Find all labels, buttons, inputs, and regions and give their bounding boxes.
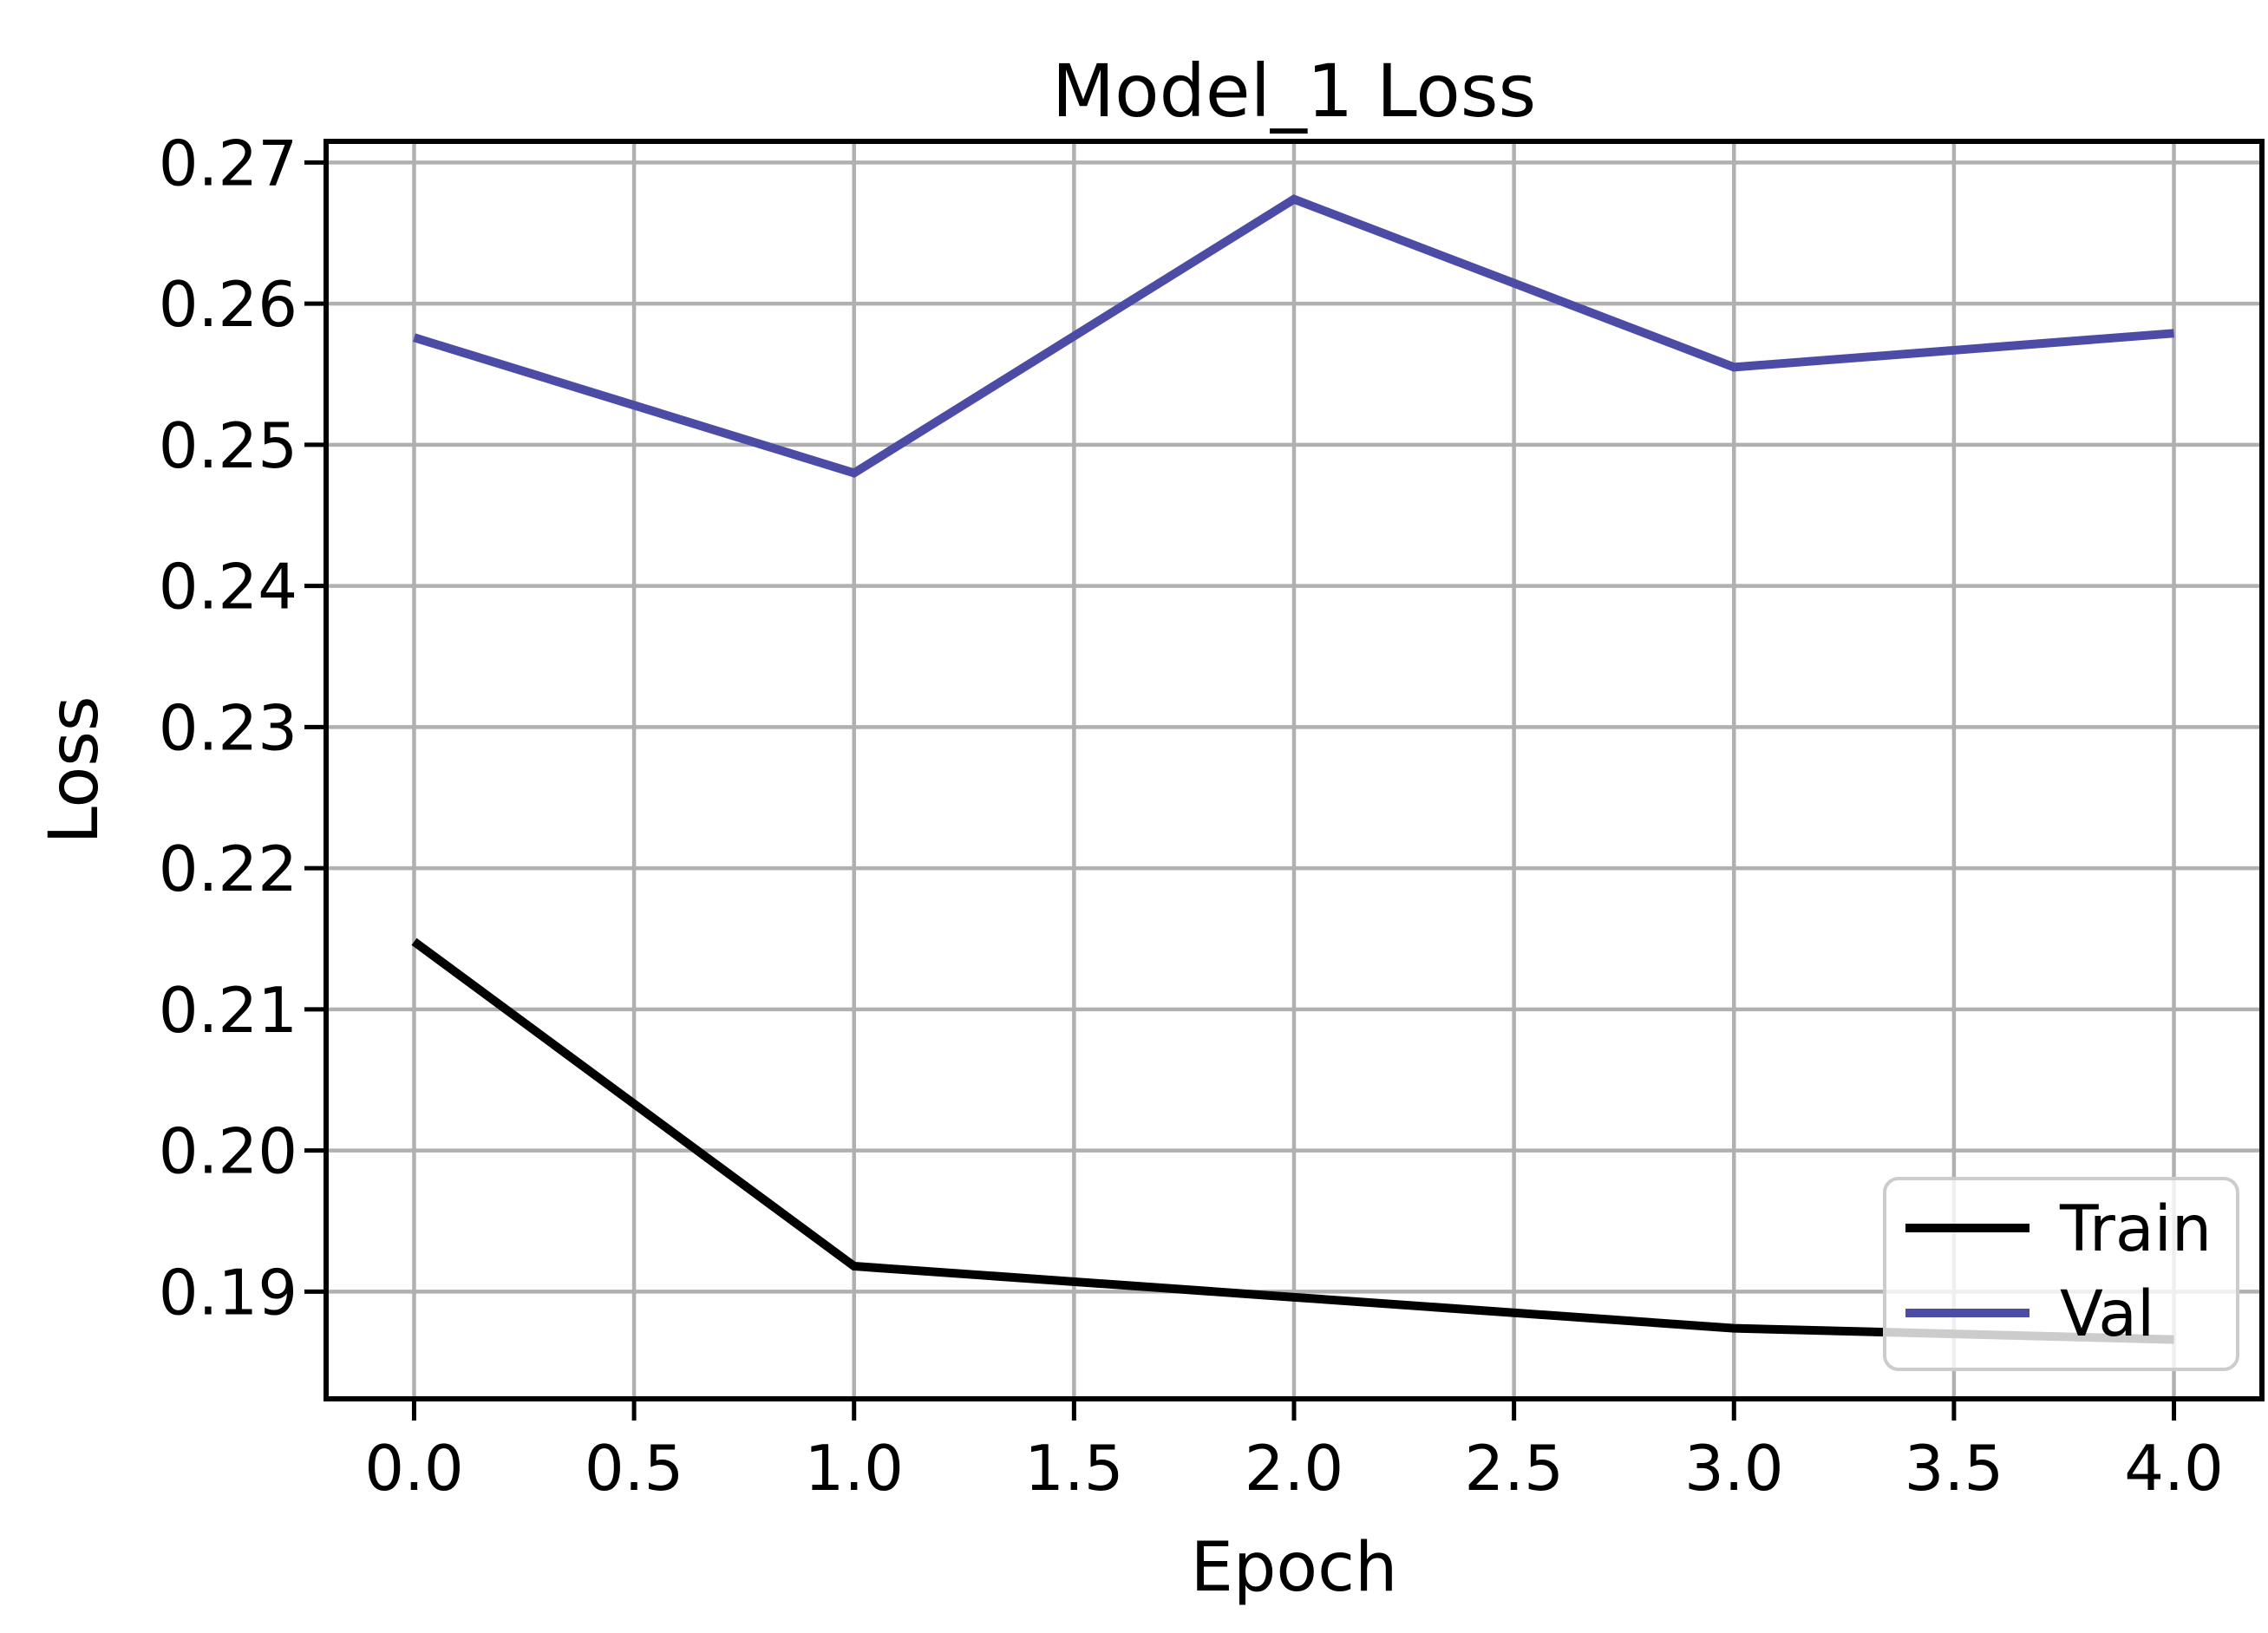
svg-text:1.5: 1.5 [1024, 1432, 1124, 1505]
legend-label-val: Val [2060, 1277, 2154, 1351]
svg-text:3.5: 3.5 [1905, 1432, 2004, 1505]
loss-line-chart-figure: Train Val 0.0 0.5 1.0 1.5 2.0 2.5 3.0 3.5 4.0 0.19 0… [35, 14, 2268, 1619]
x-axis-label: Epoch [1191, 1529, 1398, 1607]
svg-text:0.27: 0.27 [159, 127, 297, 199]
svg-text:0.24: 0.24 [159, 551, 297, 624]
legend: Train Val [1883, 1177, 2239, 1371]
svg-text:0.19: 0.19 [159, 1256, 297, 1329]
svg-text:0.22: 0.22 [159, 833, 297, 905]
y-tick-labels: 0.19 0.20 0.21 0.22 0.23 0.24 0.25 0.26 0.27 [159, 127, 297, 1329]
svg-text:0.25: 0.25 [159, 409, 297, 482]
grid-lines [326, 141, 2262, 1399]
svg-text:0.26: 0.26 [159, 268, 297, 341]
tick-marks [304, 160, 2177, 1421]
svg-text:2.0: 2.0 [1245, 1432, 1344, 1505]
svg-text:1.0: 1.0 [804, 1432, 904, 1505]
svg-text:0.5: 0.5 [585, 1432, 684, 1505]
svg-text:0.20: 0.20 [159, 1115, 297, 1188]
svg-text:0.23: 0.23 [159, 691, 297, 764]
svg-text:4.0: 4.0 [2124, 1432, 2224, 1505]
svg-text:2.5: 2.5 [1464, 1432, 1564, 1505]
svg-text:0.21: 0.21 [159, 974, 297, 1047]
val-line [412, 194, 2174, 478]
legend-label-train: Train [2059, 1192, 2212, 1266]
svg-text:0.0: 0.0 [364, 1432, 464, 1505]
train-line [411, 937, 2174, 1344]
x-tick-labels: 0.0 0.5 1.0 1.5 2.0 2.5 3.0 3.5 4.0 [364, 1432, 2224, 1505]
chart-title: Model_1 Loss [1052, 49, 1537, 134]
y-axis-label: Loss [36, 696, 114, 844]
svg-text:3.0: 3.0 [1684, 1432, 1784, 1505]
